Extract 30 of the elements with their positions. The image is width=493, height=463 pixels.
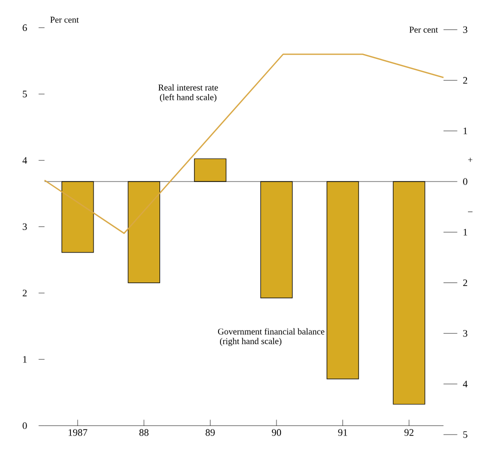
x-tick-label: 1987 xyxy=(68,429,88,436)
y-tick-label: 1 xyxy=(23,356,27,362)
y2-tick-label: 2 xyxy=(463,76,468,84)
series-label: Government financial balance xyxy=(218,328,324,334)
text: Real interest rate xyxy=(158,84,218,90)
annotation: (right hand scale) xyxy=(220,338,282,346)
y-tick-label: 4 xyxy=(22,156,28,164)
y-tick-label: 6 xyxy=(22,24,27,31)
y-tick-label: 5 xyxy=(22,90,27,98)
text: – xyxy=(468,211,473,212)
y2-tick-label: 4 xyxy=(462,380,468,388)
x-tick-label: 88 xyxy=(139,429,149,436)
y2-tick-label: 1 xyxy=(464,128,468,134)
y2-tick-label: 3 xyxy=(463,330,468,337)
y2-tick-label: 1 xyxy=(464,228,468,236)
y2-tick-label: 5 xyxy=(463,431,468,438)
y2-tick-label: 2 xyxy=(463,279,468,286)
y2-tick-label: 0 xyxy=(463,178,468,185)
x-tick-label: 89 xyxy=(206,429,215,436)
x-tick-label: 90 xyxy=(272,429,282,436)
annotation: (left hand scale) xyxy=(160,94,216,102)
y-tick-label: 2 xyxy=(22,290,27,296)
y2-axis-title: Per cent xyxy=(409,26,438,33)
y-tick-label: 3 xyxy=(22,223,27,230)
y2-tick-label: 3 xyxy=(463,26,468,33)
x-tick-label: 92 xyxy=(404,429,414,436)
y-tick-label: 0 xyxy=(22,422,27,429)
y-axis-title: Per cent xyxy=(50,16,79,23)
text: + xyxy=(468,158,472,162)
x-tick-label: 91 xyxy=(338,429,348,436)
